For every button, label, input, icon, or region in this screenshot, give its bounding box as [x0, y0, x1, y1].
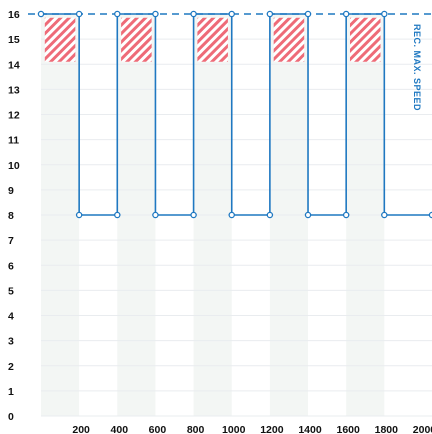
y-tick-label-8: 8 — [8, 210, 14, 222]
y-tick-label-4: 4 — [8, 311, 14, 323]
x-tick-label-1000: 1000 — [222, 424, 246, 434]
data-point-1 — [75, 10, 83, 18]
data-point-11 — [266, 211, 274, 219]
y-tick-label-14: 14 — [8, 59, 20, 71]
x-tick-label-1600: 1600 — [336, 424, 360, 434]
y-tick-label-10: 10 — [8, 160, 20, 172]
x-tick-label-800: 800 — [187, 424, 205, 434]
x-tick-label-200: 200 — [72, 424, 90, 434]
data-point-17 — [381, 10, 388, 18]
grid-lines — [41, 38, 432, 417]
hatched-region-3 — [273, 17, 305, 62]
data-point-7 — [190, 211, 197, 219]
data-point-3 — [114, 211, 121, 219]
data-point-13 — [304, 10, 312, 18]
x-tick-label-400: 400 — [111, 424, 129, 434]
data-point-2 — [75, 211, 83, 219]
y-tick-label-15: 15 — [8, 34, 20, 46]
reference-line-label: REC. MAX. SPEED — [412, 24, 422, 111]
y-tick-label-6: 6 — [8, 260, 14, 272]
hatched-region-4 — [349, 17, 381, 62]
y-tick-label-12: 12 — [8, 110, 20, 122]
y-tick-label-11: 11 — [8, 135, 19, 147]
hatched-region-0 — [44, 17, 76, 62]
series-line-0 — [41, 13, 432, 216]
data-point-5 — [152, 10, 159, 18]
y-tick-label-1: 1 — [8, 386, 14, 398]
y-tick-label-0: 0 — [8, 411, 14, 423]
x-tick-label-1200: 1200 — [260, 424, 284, 434]
data-point-16 — [342, 10, 350, 18]
series-group — [37, 10, 432, 219]
data-point-10 — [228, 211, 235, 219]
x-tick-label-1400: 1400 — [298, 424, 322, 434]
hatched-region-2 — [197, 17, 228, 62]
x-tick-label-2000: 2000 — [413, 424, 432, 434]
data-point-8 — [190, 10, 197, 18]
y-tick-label-13: 13 — [8, 84, 20, 96]
y-tick-label-2: 2 — [8, 361, 14, 373]
data-point-4 — [114, 10, 121, 18]
y-tick-label-7: 7 — [8, 235, 14, 247]
data-point-12 — [266, 10, 274, 18]
hatched-region-1 — [121, 17, 152, 62]
hatched-regions — [44, 17, 381, 62]
data-point-0 — [37, 10, 45, 18]
data-point-15 — [342, 211, 350, 219]
x-tick-label-600: 600 — [149, 424, 167, 434]
y-tick-label-3: 3 — [8, 336, 14, 348]
x-axis-ticks: 200 400 600 800 1000 1200 1400 1600 1800 2000 — [72, 424, 432, 434]
data-point-9 — [228, 10, 235, 18]
data-point-14 — [304, 211, 312, 219]
y-tick-label-9: 9 — [8, 185, 14, 197]
y-tick-label-16: 16 — [8, 9, 20, 21]
data-point-6 — [152, 211, 159, 219]
x-tick-label-1800: 1800 — [375, 424, 399, 434]
y-tick-label-5: 5 — [8, 285, 14, 297]
data-point-18 — [381, 211, 388, 219]
